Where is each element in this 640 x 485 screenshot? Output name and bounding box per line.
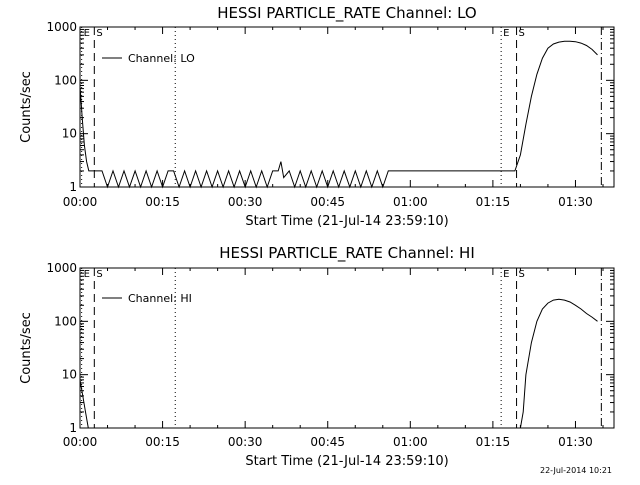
- chart-panel-1: HESSI PARTICLE_RATE Channel: LO Counts/se…: [19, 4, 615, 229]
- x-tick-label: 01:30: [558, 195, 593, 209]
- plot-frame: [79, 26, 615, 188]
- x-tick-label: 00:15: [145, 435, 180, 449]
- y-tick-label: 1: [69, 421, 77, 435]
- x-tick-label: 01:15: [476, 435, 511, 449]
- x-tick-label: 01:15: [476, 195, 511, 209]
- timestamp-footer: 22-Jul-2014 10:21: [540, 466, 612, 475]
- series-line: [79, 379, 89, 429]
- plot-frame: [79, 267, 615, 429]
- x-axis-label: Start Time (21-Jul-14 23:59:10): [245, 454, 448, 469]
- y-tick-label: 100: [54, 314, 77, 328]
- x-tick-label: 01:00: [393, 195, 428, 209]
- y-axis-label: Counts/sec: [19, 312, 34, 384]
- y-tick-label: 10: [62, 368, 77, 382]
- y-tick-label: 1000: [46, 261, 77, 275]
- x-tick-label: 01:00: [393, 435, 428, 449]
- event-marker-label: S: [96, 269, 102, 280]
- event-marker-label: S: [519, 269, 525, 280]
- chart-panel-2: HESSI PARTICLE_RATE Channel: HI Counts/se…: [19, 244, 615, 469]
- y-tick-label: 1: [69, 180, 77, 194]
- chart-title: HESSI PARTICLE_RATE Channel: HI: [219, 244, 475, 263]
- x-axis-label: Start Time (21-Jul-14 23:59:10): [245, 214, 448, 229]
- legend-label: Channel: HI: [128, 292, 192, 305]
- series-line: [519, 298, 598, 429]
- y-tick-label: 100: [54, 73, 77, 87]
- x-tick-label: 01:30: [558, 435, 593, 449]
- x-tick-label: 00:15: [145, 195, 180, 209]
- event-marker-label: E: [84, 269, 90, 280]
- x-tick-label: 00:00: [63, 435, 98, 449]
- event-marker-label: E: [84, 28, 90, 39]
- event-marker-label: S: [96, 28, 102, 39]
- x-tick-label: 00:45: [310, 195, 345, 209]
- x-tick-label: 00:00: [63, 195, 98, 209]
- x-tick-label: 00:30: [228, 195, 263, 209]
- event-marker-label: E: [503, 28, 509, 39]
- x-tick-label: 00:45: [310, 435, 345, 449]
- event-marker-label: S: [519, 28, 525, 39]
- y-tick-label: 1000: [46, 20, 77, 34]
- y-axis-label: Counts/sec: [19, 71, 34, 143]
- chart-title: HESSI PARTICLE_RATE Channel: LO: [217, 4, 476, 23]
- x-tick-label: 00:30: [228, 435, 263, 449]
- y-tick-label: 10: [62, 127, 77, 141]
- series-line: [79, 40, 598, 189]
- legend-label: Channel: LO: [128, 52, 195, 65]
- event-marker-label: E: [503, 269, 509, 280]
